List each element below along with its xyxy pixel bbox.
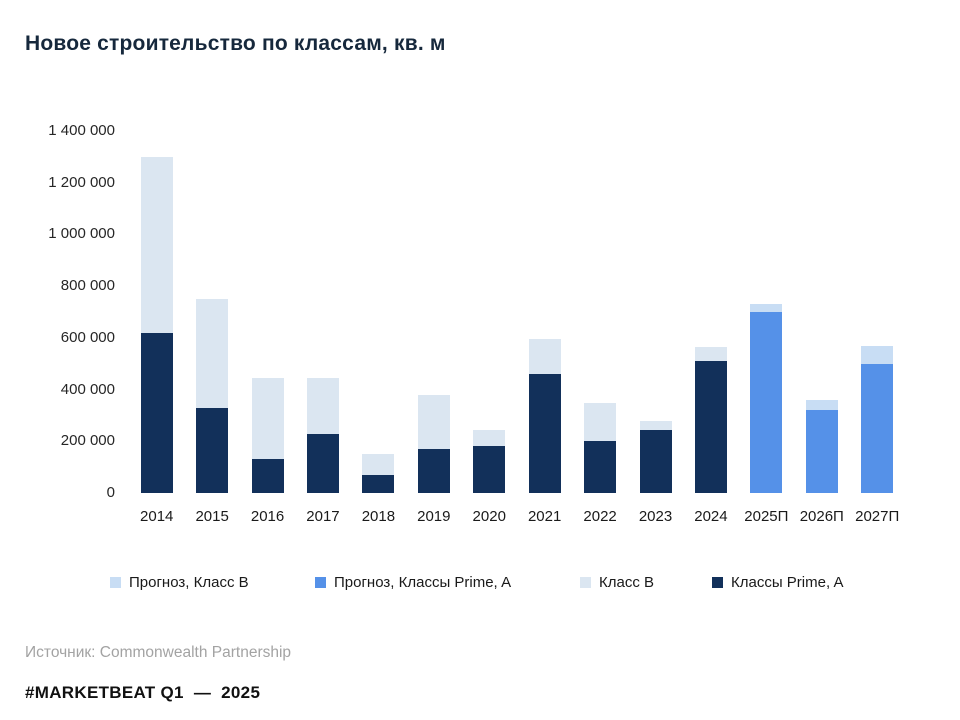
bar-stack <box>473 131 506 493</box>
x-axis-label: 2027П <box>855 508 900 525</box>
bar-stack <box>528 131 561 493</box>
legend-swatch <box>580 577 591 588</box>
bar-stack <box>639 131 672 493</box>
legend: Прогноз, Класс B Прогноз, Классы Prime, A… <box>0 574 960 594</box>
bar-stack <box>805 131 838 493</box>
x-axis: 2014 2015 2016 2017 2018 2019 2020 2021 2022 2023… <box>129 508 905 525</box>
bar-stack <box>140 131 173 493</box>
bar-stack <box>750 131 783 493</box>
segment-class_b <box>473 429 506 447</box>
bar-2014 <box>129 131 184 493</box>
bar-2020 <box>462 131 517 493</box>
segment-prime_a <box>694 361 727 493</box>
segment-class_b <box>140 156 173 333</box>
bar-2024 <box>683 131 738 493</box>
x-axis-label: 2017 <box>306 508 340 525</box>
y-axis-tick-label: 1 200 000 <box>48 173 115 191</box>
bar-stack <box>196 131 229 493</box>
bar-stack <box>584 131 617 493</box>
bar-2018 <box>351 131 406 493</box>
segment-class_b <box>306 377 339 434</box>
bar-2026П <box>794 131 849 493</box>
segment-class_b <box>251 377 284 460</box>
bar-2025П <box>739 131 794 493</box>
segment-forecast_prime_a <box>750 312 783 493</box>
segment-prime_a <box>528 374 561 493</box>
bar-2022 <box>572 131 627 493</box>
bar-stack <box>861 131 894 493</box>
chart-title: Новое строительство по классам, кв. м <box>25 32 446 55</box>
legend-item-forecast_class_b: Прогноз, Класс B <box>110 574 249 591</box>
segment-class_b <box>528 339 561 375</box>
segment-prime_a <box>362 474 395 493</box>
x-axis-label: 2026П <box>799 508 844 525</box>
legend-label: Прогноз, Классы Prime, A <box>334 574 512 591</box>
segment-forecast_prime_a <box>861 363 894 493</box>
y-axis-tick-label: 600 000 <box>60 328 115 346</box>
x-axis-label: 2020 <box>472 508 506 525</box>
legend-swatch <box>712 577 723 588</box>
y-axis-tick-label: 200 000 <box>60 432 115 450</box>
x-axis-label: 2022 <box>583 508 617 525</box>
segment-prime_a <box>584 441 617 493</box>
y-axis-tick-label: 1 000 000 <box>48 225 115 243</box>
x-axis-label: 2024 <box>694 508 728 525</box>
segment-prime_a <box>306 433 339 493</box>
x-axis-label: 2015 <box>195 508 229 525</box>
segment-forecast_prime_a <box>805 410 838 493</box>
segment-prime_a <box>473 446 506 493</box>
segment-prime_a <box>140 332 173 493</box>
segment-forecast_class_b <box>805 399 838 411</box>
legend-item-forecast_prime_a: Прогноз, Классы Prime, A <box>315 574 511 591</box>
x-axis-label: 2014 <box>140 508 174 525</box>
segment-prime_a <box>251 459 284 493</box>
legend-label: Классы Prime, A <box>731 574 844 591</box>
y-axis-tick-label: 1 400 000 <box>48 122 115 139</box>
bar-stack <box>362 131 395 493</box>
plot-area <box>129 131 905 493</box>
bar-2015 <box>184 131 239 493</box>
bar-stack <box>306 131 339 493</box>
legend-item-prime_a: Классы Prime, A <box>712 574 843 591</box>
y-axis-tick-label: 0 <box>106 484 115 501</box>
report-footer-tag: #MARKETBEAT Q1 — 2025 <box>25 683 261 702</box>
segment-prime_a <box>639 429 672 493</box>
y-axis-tick-label: 800 000 <box>60 277 115 295</box>
segment-class_b <box>694 346 727 362</box>
x-axis-label: 2019 <box>417 508 451 525</box>
bar-2021 <box>517 131 572 493</box>
legend-swatch <box>315 577 326 588</box>
segment-class_b <box>639 420 672 430</box>
x-axis-label: 2016 <box>250 508 285 525</box>
bar-2017 <box>295 131 350 493</box>
bar-stack <box>417 131 450 493</box>
x-axis-label: 2025П <box>744 508 789 525</box>
legend-item-class_b: Класс B <box>580 574 654 591</box>
segment-class_b <box>584 402 617 442</box>
segment-class_b <box>362 454 395 475</box>
segment-class_b <box>196 299 229 408</box>
segment-forecast_class_b <box>861 345 894 364</box>
source-note: Источник: Commonwealth Partnership <box>25 644 292 661</box>
bar-stack <box>694 131 727 493</box>
y-axis-tick-label: 400 000 <box>60 380 115 398</box>
bar-2027П <box>849 131 904 493</box>
bar-2023 <box>628 131 683 493</box>
x-axis-label: 2023 <box>638 508 673 525</box>
bar-stack <box>251 131 284 493</box>
legend-swatch <box>110 577 121 588</box>
bar-2016 <box>240 131 295 493</box>
legend-label: Класс B <box>599 574 655 591</box>
segment-prime_a <box>196 407 229 493</box>
segment-forecast_class_b <box>750 304 783 312</box>
segment-class_b <box>417 394 450 450</box>
x-axis-label: 2018 <box>361 508 396 525</box>
segment-prime_a <box>417 449 450 493</box>
bar-2019 <box>406 131 461 493</box>
legend-label: Прогноз, Класс B <box>129 574 249 591</box>
x-axis-label: 2021 <box>527 508 562 525</box>
